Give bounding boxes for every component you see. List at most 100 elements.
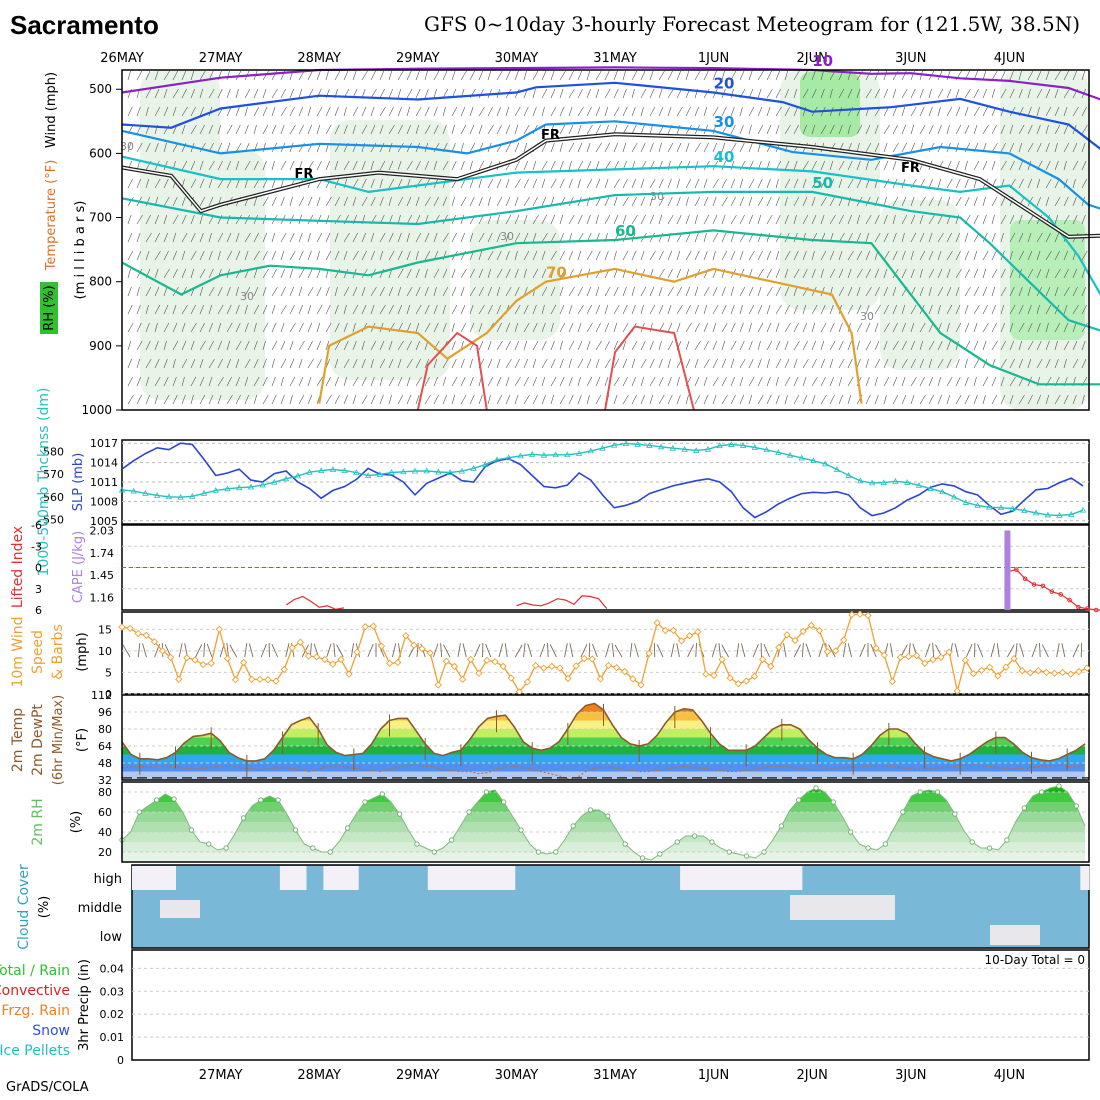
wind-barb — [424, 106, 430, 117]
wind-barb — [523, 232, 529, 243]
wind-barb-10m — [1041, 644, 1049, 658]
wind-barb — [550, 250, 557, 261]
wind-barb — [505, 268, 511, 279]
wind-barb — [145, 106, 149, 117]
wind-barb — [892, 232, 897, 243]
rh-point — [744, 853, 750, 859]
wind-barb — [766, 286, 773, 297]
wind-barb — [163, 304, 169, 315]
wind-barb — [397, 268, 404, 279]
wind-barb — [775, 88, 781, 99]
li-tick-label: 3 — [35, 583, 42, 596]
thickness-point — [224, 485, 231, 492]
wind-barb — [163, 322, 170, 333]
wind-barb — [568, 376, 573, 387]
wind-barb — [289, 160, 295, 171]
thickness-point — [739, 442, 747, 448]
wind-barb — [622, 70, 626, 81]
wind-barb — [460, 232, 465, 243]
wind-barb — [964, 286, 971, 297]
wind-barb — [469, 286, 476, 297]
wind-barb — [1027, 250, 1033, 261]
wind-barb — [748, 304, 755, 315]
wind-barb — [622, 304, 628, 315]
wind-barb — [1081, 340, 1086, 351]
date-label-bottom: 29MAY — [396, 1068, 440, 1083]
wind-barb — [1054, 286, 1059, 297]
wind-barb — [505, 340, 511, 351]
wind-barb — [163, 88, 168, 99]
wind-barb — [802, 70, 808, 81]
wind-barb — [757, 340, 761, 351]
wind-barb — [955, 322, 962, 333]
wind-barb — [595, 178, 601, 189]
wind-barb — [568, 124, 574, 135]
wind-barb — [901, 142, 907, 153]
wind-barb — [667, 268, 673, 279]
wind-barb — [244, 160, 251, 171]
wind-barb — [208, 394, 214, 405]
wind-barb — [919, 268, 923, 279]
wind-barb — [136, 304, 141, 315]
wind-barb — [757, 196, 764, 207]
wind-barb — [415, 232, 422, 243]
wind-barb — [694, 142, 701, 153]
wind-barb — [892, 124, 898, 135]
wind-barb — [595, 358, 600, 369]
wind-barb — [631, 358, 636, 369]
wind-barb — [172, 106, 177, 117]
slp-tick-label: 1005 — [90, 515, 118, 528]
wind-barb — [262, 160, 267, 171]
wind-barb — [262, 124, 269, 135]
wind-barb — [397, 70, 404, 81]
isotherm-line — [121, 81, 1100, 150]
wind-barb — [442, 124, 447, 135]
thickness-point — [364, 472, 372, 479]
wind-barb — [397, 376, 403, 387]
wind-barb — [397, 106, 402, 117]
wind-barb — [334, 70, 341, 81]
wind-barb — [406, 232, 410, 243]
wind-speed-point — [126, 624, 134, 633]
wind-barb — [955, 160, 960, 171]
rh-point — [587, 807, 594, 813]
wind-barb — [1081, 358, 1087, 369]
wind-barb-10m — [859, 643, 866, 658]
wind-barb — [973, 196, 978, 207]
wind-barb — [442, 394, 447, 405]
wind-barb — [730, 88, 734, 99]
wind-barb — [1072, 160, 1079, 171]
wind-barb — [838, 322, 843, 333]
wind-barb — [550, 358, 556, 369]
wind-speed-point — [345, 670, 353, 678]
wind-barb — [352, 304, 359, 315]
temp-frame — [121, 694, 1090, 781]
wind-barb — [973, 358, 980, 369]
wind-barb — [523, 340, 528, 351]
wind-barb — [532, 304, 537, 315]
wind-barb — [523, 304, 529, 315]
wind-barb — [388, 124, 395, 135]
wind-speed-point — [280, 665, 288, 674]
cloud-axis-label: Cloud Cover — [16, 864, 32, 950]
wind-barb — [271, 394, 277, 405]
wind-barb — [505, 250, 510, 261]
wind-barb — [361, 340, 365, 351]
wind-barb — [694, 232, 699, 243]
wind-barb — [793, 88, 798, 99]
wind-barb — [208, 340, 214, 351]
wind-barb — [622, 106, 628, 117]
wind-barb — [658, 286, 663, 297]
wind-barb — [298, 358, 303, 369]
wind-barb — [514, 358, 520, 369]
wind-barb — [649, 394, 654, 405]
wind-tick-label: 0 — [105, 688, 112, 701]
wind-barb — [658, 88, 663, 99]
wind-barb — [397, 304, 402, 315]
wind-barb — [487, 70, 492, 81]
wind-barb — [685, 286, 690, 297]
wind-barb — [460, 124, 467, 135]
wind-barb — [307, 232, 311, 243]
wind-barb — [838, 214, 844, 225]
wind-barb — [1036, 70, 1042, 81]
